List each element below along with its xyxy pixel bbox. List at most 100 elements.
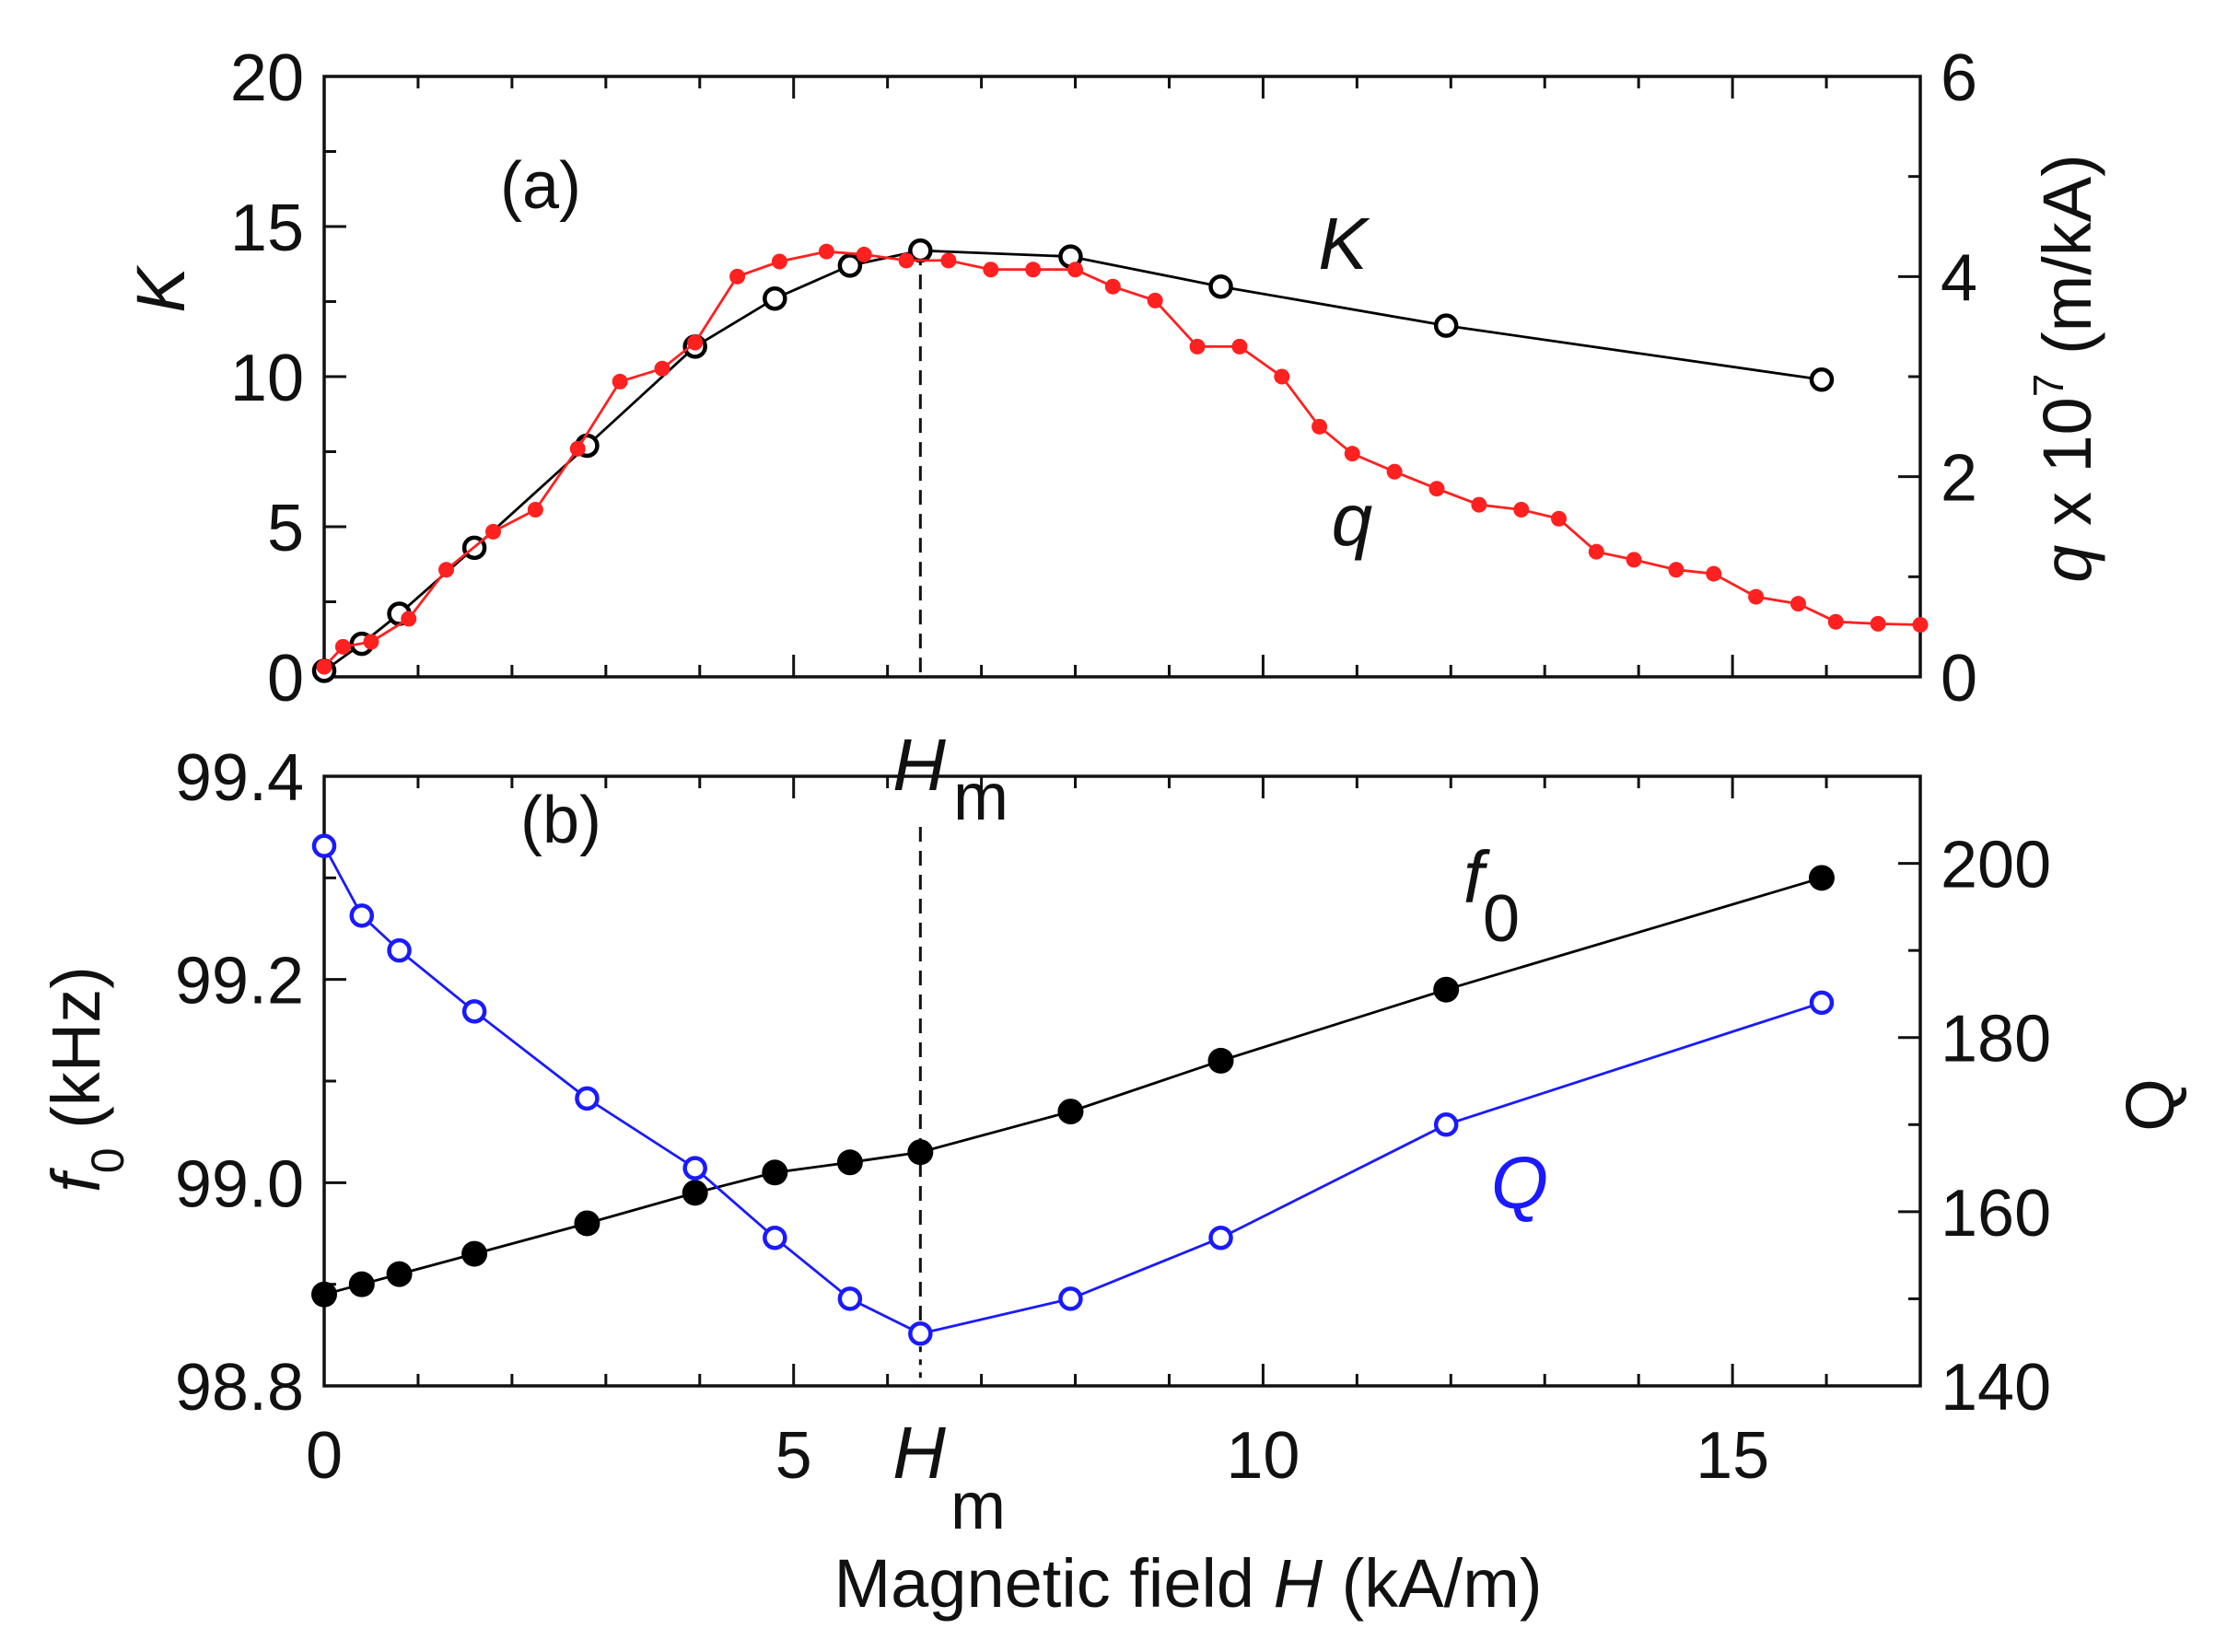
y-tick-label-right: 4 [1941,241,1977,315]
series-line-K [323,249,1823,672]
data-point-q [1025,262,1042,278]
data-point-q [1312,418,1328,435]
data-point-q [940,252,957,269]
data-point-Q [1058,1286,1083,1311]
data-point-q [1626,552,1642,568]
hm-axis-annotation-sub: m [950,1470,1006,1543]
data-point-q [1668,562,1685,578]
data-point-q [898,252,915,269]
data-point-f0 [311,1281,337,1308]
data-point-f0 [461,1240,488,1267]
data-point-Q [387,937,412,963]
data-point-q [983,262,999,278]
y-tick-label-right: 180 [1941,1003,2051,1076]
panel-b: 0 5 10 15 98.8 99.0 99.2 99.4 140 160 180 200 Hm f0 (… [38,741,2188,1622]
data-point-Q [461,999,487,1024]
data-point-q [1067,262,1084,278]
data-point-K [763,285,787,311]
series-label-f0-sub: 0 [1483,882,1520,956]
data-point-q [1471,496,1487,513]
data-point-q [1551,510,1568,527]
y-tick-label-left: 99.4 [175,741,304,815]
panel-a: 0 5 10 15 20 0 2 4 6 Kq x 107 (m/kA) Kq H m (a) [122,41,2105,834]
y-tick-label-left: 15 [230,192,304,265]
data-point-q [334,638,351,655]
data-point-q [363,634,379,650]
hm-axis-annotation-main: H [892,1412,946,1494]
data-point-q [1104,278,1121,295]
data-point-q [1748,588,1765,605]
x-tick-label: 5 [775,1419,812,1493]
y-tick-label-left: 20 [230,41,304,115]
panel-b-label: (b) [520,784,601,857]
data-point-q [1827,613,1844,630]
data-point-q [401,611,417,627]
data-point-q [612,373,628,390]
y-axis-label-right: q x 107 (m/kA) [2024,154,2105,583]
data-point-Q [763,1225,787,1251]
data-point-q [1231,338,1248,355]
data-point-f0 [762,1159,788,1186]
data-point-q [654,360,670,377]
data-point-q [1870,615,1886,632]
data-point-q [771,253,787,270]
data-point-f0 [1207,1047,1234,1074]
data-point-Q [1433,1112,1459,1137]
y-tick-label-left: 10 [230,342,304,415]
data-point-Q [682,1156,707,1181]
y-axis-label-left: K [122,264,199,313]
y-tick-label-right: 0 [1941,642,1977,715]
data-point-K [1208,273,1233,299]
data-point-Q [908,1321,933,1346]
x-tick-label: 10 [1226,1419,1300,1493]
data-point-q [1147,292,1163,308]
data-point-q [1189,338,1206,355]
data-point-f0 [386,1261,413,1287]
data-point-q [484,523,501,540]
hm-annotation-main: H [892,724,946,806]
data-point-f0 [348,1271,375,1297]
series-line-Q [322,845,1823,1335]
y-tick-label-right: 6 [1941,41,1977,115]
data-point-f0 [907,1139,934,1166]
y-tick-label-left: 98.8 [175,1351,304,1425]
data-point-q [569,440,586,457]
data-point-Q [311,833,337,858]
data-point-q [1428,481,1445,497]
data-point-f0 [682,1180,708,1206]
y-tick-label-right: 160 [1941,1177,2051,1251]
series-line-f0 [323,876,1823,1297]
data-point-Q [837,1286,863,1311]
data-point-K [1433,313,1459,338]
x-tick-label: 0 [306,1419,343,1493]
data-point-f0 [1433,976,1460,1003]
data-point-f0 [1808,865,1835,891]
data-point-q [527,502,543,518]
data-point-q [1588,543,1604,560]
data-point-f0 [1057,1099,1084,1125]
y-tick-label-left: 0 [267,642,304,715]
data-point-q [1274,368,1290,385]
data-point-q [1513,502,1530,518]
y-axis-label-right: Q [2112,1078,2188,1132]
data-point-q [1344,446,1360,462]
series-label-q: q [1332,479,1373,561]
data-point-f0 [574,1210,600,1237]
data-point-Q [1809,990,1835,1016]
data-point-q [1912,616,1929,633]
data-point-q [729,268,746,285]
series-line-q [322,250,1921,669]
data-point-q [856,246,872,262]
y-tick-label-right: 2 [1941,442,1977,516]
data-point-q [1706,565,1722,582]
series-label-Q: Q [1491,1142,1548,1224]
data-point-q [1789,596,1806,612]
data-point-q [1386,463,1403,480]
data-point-Q [1208,1225,1233,1251]
x-axis-label: Magnetic field H (kA/m) [834,1545,1543,1622]
y-tick-label-left: 5 [267,492,304,565]
data-point-K [1809,367,1835,392]
panel-a-label: (a) [500,149,581,223]
